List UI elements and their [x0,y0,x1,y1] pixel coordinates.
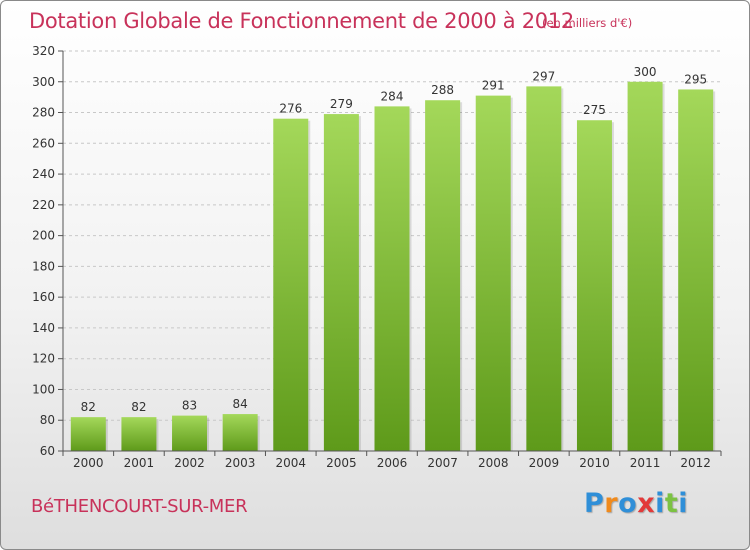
bar-value-label: 288 [431,83,454,97]
bar-value-label: 82 [81,400,96,414]
bar[interactable] [70,417,106,451]
proxiti-logo[interactable]: Proxiti [584,488,688,519]
x-tick-label: 2003 [225,456,256,470]
bar-value-label: 276 [279,102,302,116]
bar-value-label: 297 [532,69,555,83]
bar[interactable] [576,120,612,451]
bar-value-label: 291 [482,79,505,93]
logo-letter: t [664,488,679,519]
x-tick-label: 2004 [275,456,306,470]
x-tick-label: 2010 [579,456,610,470]
y-tick-label: 320 [32,44,55,58]
y-tick-label: 260 [32,136,55,150]
bar-value-label: 275 [583,103,606,117]
x-tick-label: 2008 [478,456,509,470]
x-tick-label: 2002 [174,456,205,470]
commune-name: BéTHENCOURT-SUR-MER [31,496,248,517]
x-tick-label: 2011 [630,456,661,470]
bar[interactable] [323,114,359,452]
bars: 82 82 83 84 276 279 284 288 291 297 275 300 295 [70,65,716,452]
y-tick-label: 300 [32,75,55,89]
logo-letter: o [618,488,638,519]
bar-value-label: 295 [684,72,707,86]
logo-letter: i [655,488,665,519]
y-tick-label: 240 [32,167,55,181]
y-tick-label: 220 [32,198,55,212]
logo-letter: P [584,488,605,519]
y-tick-label: 120 [32,352,55,366]
bar[interactable] [222,414,258,451]
bar-value-label: 84 [233,397,248,411]
chart-title: Dotation Globale de Fonctionnement de 20… [29,9,574,33]
x-tick-label: 2005 [326,456,357,470]
y-tick-label: 100 [32,382,55,396]
y-tick-label: 80 [40,413,55,427]
bar[interactable] [526,86,562,451]
bar[interactable] [374,106,410,451]
chart-subtitle: (en milliers d'€) [542,16,633,30]
x-tick-label: 2012 [680,456,711,470]
bar-value-label: 300 [634,65,657,79]
bar[interactable] [627,81,663,452]
bar[interactable] [475,95,511,451]
x-tick-label: 2000 [73,456,104,470]
bar[interactable] [425,100,461,451]
logo-letter: i [678,488,689,519]
bar[interactable] [273,118,309,451]
logo-letter: x [637,488,656,519]
bar[interactable] [121,417,157,451]
bar-value-label: 82 [131,400,146,414]
bar-value-label: 284 [381,89,404,103]
y-tick-label: 200 [32,229,55,243]
bar-value-label: 83 [182,399,197,413]
x-tick-label: 2007 [427,456,458,470]
bar[interactable] [678,89,714,451]
y-tick-label: 160 [32,290,55,304]
bar[interactable] [172,415,208,451]
y-tick-label: 140 [32,321,55,335]
y-tick-label: 280 [32,106,55,120]
bar-value-label: 279 [330,97,353,111]
axes: 60 80 100 120 140 160 180 200 220 240 260 280 300 320… [32,44,722,470]
x-tick-label: 2006 [377,456,408,470]
logo-letter: r [604,488,619,519]
y-tick-label: 180 [32,259,55,273]
y-tick-label: 60 [40,444,55,458]
x-tick-label: 2009 [529,456,560,470]
x-tick-label: 2001 [124,456,155,470]
